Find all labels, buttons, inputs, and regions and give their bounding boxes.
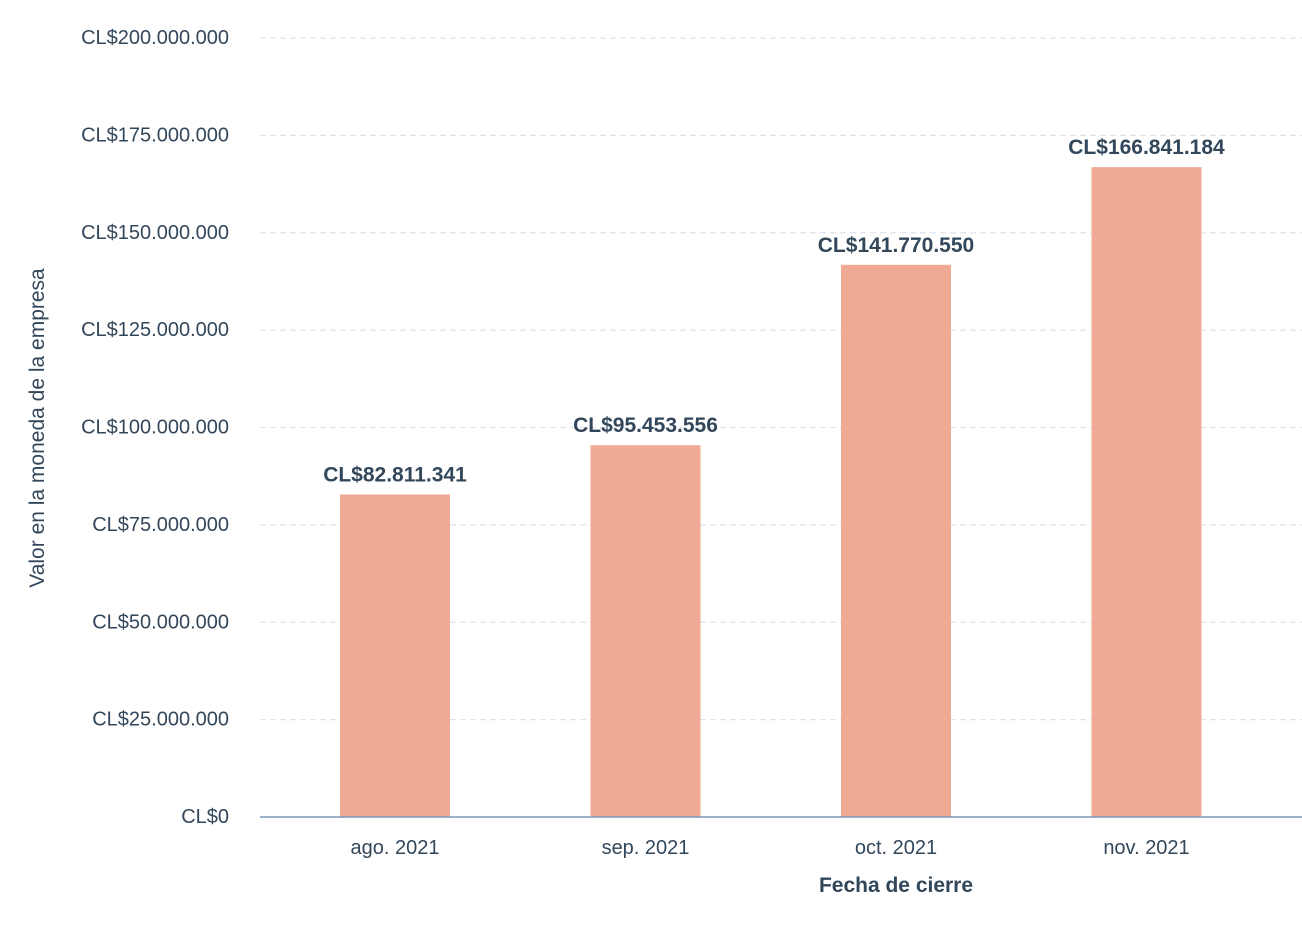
data-label: CL$82.811.341: [323, 463, 467, 486]
x-axis-ticks: ago. 2021 sep. 2021 oct. 2021 nov. 2021: [351, 837, 1190, 859]
y-tick-label: CL$0: [181, 806, 229, 828]
bar: [590, 445, 701, 817]
y-tick-label: CL$50.000.000: [92, 611, 229, 633]
bar: [841, 264, 951, 817]
y-tick-label: CL$100.000.000: [81, 417, 229, 439]
bar: [1091, 167, 1202, 818]
y-axis-title: Valor en la moneda de la empresa: [26, 268, 49, 588]
x-tick-label: ago. 2021: [351, 837, 440, 859]
x-tick-label: oct. 2021: [855, 837, 937, 859]
x-tick-label: nov. 2021: [1103, 837, 1189, 859]
y-tick-label: CL$200.000.000: [81, 27, 229, 49]
y-tick-label: CL$175.000.000: [81, 124, 229, 146]
data-label: CL$166.841.184: [1068, 136, 1225, 159]
data-labels: CL$82.811.341 CL$95.453.556 CL$141.770.550…: [323, 136, 1225, 486]
data-label: CL$141.770.550: [818, 234, 974, 257]
x-tick-label: sep. 2021: [602, 837, 690, 859]
bars: [340, 167, 1202, 818]
y-axis-ticks: CL$0 CL$25.000.000 CL$50.000.000 CL$75.000.…: [81, 27, 229, 828]
bar: [340, 494, 450, 817]
y-tick-label: CL$150.000.000: [81, 222, 229, 244]
data-label: CL$95.453.556: [573, 414, 718, 437]
y-tick-label: CL$125.000.000: [81, 319, 229, 341]
y-tick-label: CL$75.000.000: [92, 514, 229, 536]
y-tick-label: CL$25.000.000: [92, 709, 229, 731]
x-axis-title: Fecha de cierre: [819, 874, 973, 897]
